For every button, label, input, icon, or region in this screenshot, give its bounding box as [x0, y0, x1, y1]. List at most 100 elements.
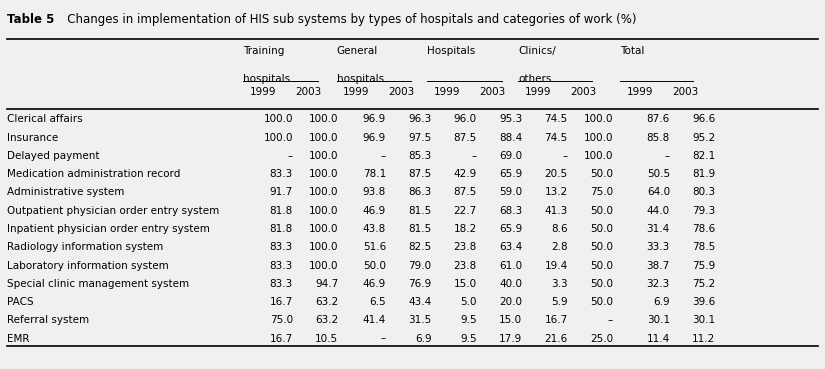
Text: 75.2: 75.2 — [692, 279, 715, 289]
Text: 82.1: 82.1 — [692, 151, 715, 161]
Text: 100.0: 100.0 — [309, 187, 338, 197]
Text: Hospitals: Hospitals — [427, 46, 475, 56]
Text: 31.4: 31.4 — [647, 224, 670, 234]
Text: 23.8: 23.8 — [454, 261, 477, 270]
Text: 6.9: 6.9 — [415, 334, 431, 344]
Text: 43.4: 43.4 — [408, 297, 431, 307]
Text: 87.6: 87.6 — [647, 114, 670, 124]
Text: 93.8: 93.8 — [363, 187, 386, 197]
Text: 95.2: 95.2 — [692, 133, 715, 143]
Text: 50.0: 50.0 — [363, 261, 386, 270]
Text: –: – — [381, 151, 386, 161]
Text: Delayed payment: Delayed payment — [7, 151, 99, 161]
Text: 50.0: 50.0 — [590, 261, 613, 270]
Text: 96.0: 96.0 — [454, 114, 477, 124]
Text: 9.5: 9.5 — [460, 334, 477, 344]
Text: 85.8: 85.8 — [647, 133, 670, 143]
Text: –: – — [608, 315, 613, 325]
Text: Laboratory information system: Laboratory information system — [7, 261, 168, 270]
Text: 100.0: 100.0 — [309, 133, 338, 143]
Text: 33.3: 33.3 — [647, 242, 670, 252]
Text: 10.5: 10.5 — [315, 334, 338, 344]
Text: 79.0: 79.0 — [408, 261, 431, 270]
Text: 69.0: 69.0 — [499, 151, 522, 161]
Text: 87.5: 87.5 — [454, 187, 477, 197]
Text: 100.0: 100.0 — [583, 133, 613, 143]
Text: 50.0: 50.0 — [590, 169, 613, 179]
Text: 30.1: 30.1 — [647, 315, 670, 325]
Text: 74.5: 74.5 — [544, 114, 568, 124]
Text: General: General — [337, 46, 378, 56]
Text: 50.0: 50.0 — [590, 279, 613, 289]
Text: 96.6: 96.6 — [692, 114, 715, 124]
Text: Outpatient physician order entry system: Outpatient physician order entry system — [7, 206, 219, 216]
Text: 22.7: 22.7 — [454, 206, 477, 216]
Text: 75.0: 75.0 — [590, 187, 613, 197]
Text: 6.9: 6.9 — [653, 297, 670, 307]
Text: –: – — [381, 334, 386, 344]
Text: EMR: EMR — [7, 334, 29, 344]
Text: 96.9: 96.9 — [363, 133, 386, 143]
Text: 50.0: 50.0 — [590, 206, 613, 216]
Text: 65.9: 65.9 — [499, 224, 522, 234]
Text: 100.0: 100.0 — [583, 151, 613, 161]
Text: 6.5: 6.5 — [370, 297, 386, 307]
Text: Training: Training — [243, 46, 285, 56]
Text: 2003: 2003 — [672, 87, 699, 97]
Text: 100.0: 100.0 — [309, 114, 338, 124]
Text: 82.5: 82.5 — [408, 242, 431, 252]
Text: 59.0: 59.0 — [499, 187, 522, 197]
Text: 88.4: 88.4 — [499, 133, 522, 143]
Text: 96.9: 96.9 — [363, 114, 386, 124]
Text: 2003: 2003 — [389, 87, 415, 97]
Text: Clerical affairs: Clerical affairs — [7, 114, 82, 124]
Text: 51.6: 51.6 — [363, 242, 386, 252]
Text: 100.0: 100.0 — [263, 114, 293, 124]
Text: Medication administration record: Medication administration record — [7, 169, 180, 179]
Text: 23.8: 23.8 — [454, 242, 477, 252]
Text: Special clinic management system: Special clinic management system — [7, 279, 189, 289]
Text: 78.1: 78.1 — [363, 169, 386, 179]
Text: 44.0: 44.0 — [647, 206, 670, 216]
Text: 41.4: 41.4 — [363, 315, 386, 325]
Text: Referral system: Referral system — [7, 315, 89, 325]
Text: –: – — [563, 151, 568, 161]
Text: 2003: 2003 — [479, 87, 506, 97]
Text: 64.0: 64.0 — [647, 187, 670, 197]
Text: 81.8: 81.8 — [270, 206, 293, 216]
Text: 83.3: 83.3 — [270, 261, 293, 270]
Text: 41.3: 41.3 — [544, 206, 568, 216]
Text: 100.0: 100.0 — [309, 261, 338, 270]
Text: 20.5: 20.5 — [544, 169, 568, 179]
Text: 1999: 1999 — [627, 87, 653, 97]
Text: 97.5: 97.5 — [408, 133, 431, 143]
Text: hospitals: hospitals — [243, 74, 290, 84]
Text: 87.5: 87.5 — [454, 133, 477, 143]
Text: 63.2: 63.2 — [315, 315, 338, 325]
Text: 95.3: 95.3 — [499, 114, 522, 124]
Text: 63.2: 63.2 — [315, 297, 338, 307]
Text: hospitals: hospitals — [337, 74, 384, 84]
Text: 100.0: 100.0 — [263, 133, 293, 143]
Text: 83.3: 83.3 — [270, 279, 293, 289]
Text: 78.6: 78.6 — [692, 224, 715, 234]
Text: Administrative system: Administrative system — [7, 187, 124, 197]
Text: 46.9: 46.9 — [363, 206, 386, 216]
Text: 32.3: 32.3 — [647, 279, 670, 289]
Text: 74.5: 74.5 — [544, 133, 568, 143]
Text: Table 5: Table 5 — [7, 13, 54, 26]
Text: 80.3: 80.3 — [692, 187, 715, 197]
Text: 79.3: 79.3 — [692, 206, 715, 216]
Text: 40.0: 40.0 — [499, 279, 522, 289]
Text: 31.5: 31.5 — [408, 315, 431, 325]
Text: 2003: 2003 — [570, 87, 596, 97]
Text: 15.0: 15.0 — [454, 279, 477, 289]
Text: 100.0: 100.0 — [309, 151, 338, 161]
Text: PACS: PACS — [7, 297, 33, 307]
Text: –: – — [665, 151, 670, 161]
Text: 50.5: 50.5 — [647, 169, 670, 179]
Text: 61.0: 61.0 — [499, 261, 522, 270]
Text: 100.0: 100.0 — [309, 242, 338, 252]
Text: 25.0: 25.0 — [590, 334, 613, 344]
Text: 1999: 1999 — [343, 87, 370, 97]
